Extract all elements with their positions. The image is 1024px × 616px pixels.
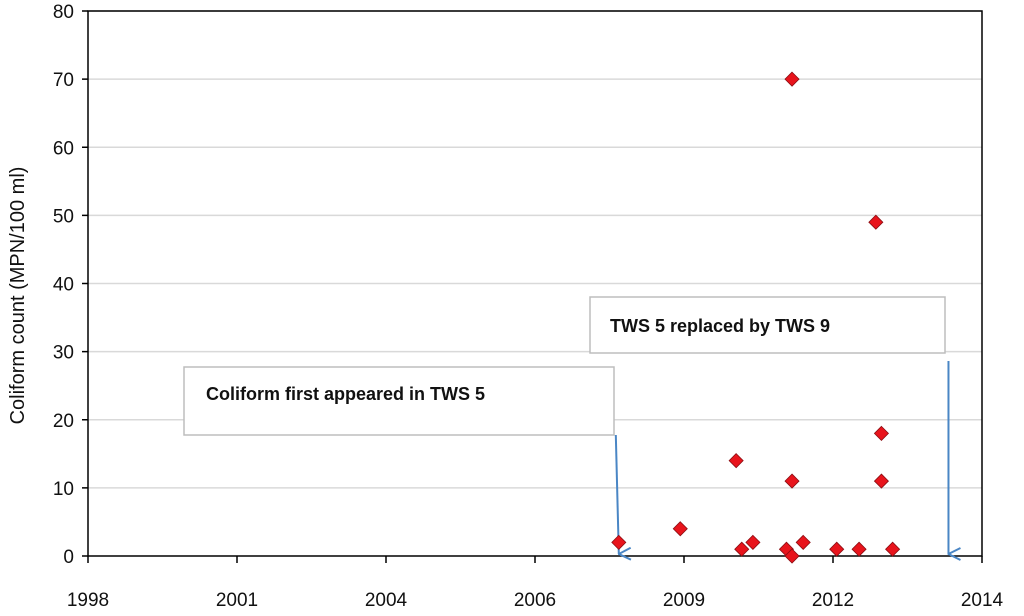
data-point bbox=[728, 453, 744, 469]
data-point bbox=[851, 541, 867, 557]
y-tick-label: 10 bbox=[53, 479, 74, 500]
data-point bbox=[868, 214, 884, 230]
annotation-box bbox=[183, 366, 615, 436]
data-points bbox=[611, 71, 901, 564]
annotation-text: TWS 5 replaced by TWS 9 bbox=[610, 316, 830, 336]
y-tick-label: 60 bbox=[53, 138, 74, 159]
data-point bbox=[885, 541, 901, 557]
data-point bbox=[745, 534, 761, 550]
y-tick-label: 30 bbox=[53, 343, 74, 364]
y-tick-label: 0 bbox=[63, 547, 74, 568]
data-point bbox=[784, 71, 800, 87]
y-axis-title: Coliform count (MPN/100 ml) bbox=[7, 167, 29, 425]
annotation-text: Coliform first appeared in TWS 5 bbox=[206, 384, 485, 404]
annotation-arrow bbox=[614, 434, 619, 554]
x-tick-label: 2006 bbox=[514, 590, 556, 611]
data-point bbox=[873, 425, 889, 441]
data-point bbox=[795, 534, 811, 550]
annotation-box bbox=[589, 296, 946, 354]
annotation-1: Coliform first appeared in TWS 5 bbox=[183, 366, 619, 554]
x-tick-label: 2014 bbox=[961, 590, 1004, 611]
tick-labels: 0 10 20 30 40 50 60 70 80 1998 2001 2004 2006 2009 201… bbox=[53, 2, 1004, 611]
data-point bbox=[873, 473, 889, 489]
data-point bbox=[784, 548, 800, 564]
y-tick-label: 40 bbox=[53, 275, 74, 296]
annotations: Coliform first appeared in TWS 5 TWS 5 re… bbox=[183, 296, 948, 554]
data-point bbox=[784, 473, 800, 489]
y-tick-label: 70 bbox=[53, 70, 74, 91]
y-tick-label: 50 bbox=[53, 206, 74, 227]
axes bbox=[82, 10, 983, 563]
y-tick-label: 20 bbox=[53, 411, 74, 432]
x-tick-label: 2009 bbox=[663, 590, 705, 611]
y-tick-label: 80 bbox=[53, 2, 74, 23]
data-point bbox=[829, 541, 845, 557]
x-tick-label: 2012 bbox=[812, 590, 854, 611]
x-tick-label: 2001 bbox=[216, 590, 258, 611]
x-tick-label: 2004 bbox=[365, 590, 408, 611]
annotation-2: TWS 5 replaced by TWS 9 bbox=[589, 296, 948, 554]
data-point bbox=[672, 521, 688, 537]
plot-frame bbox=[87, 10, 983, 557]
data-point bbox=[611, 534, 627, 550]
data-point bbox=[734, 541, 750, 557]
x-tick-label: 1998 bbox=[67, 590, 109, 611]
